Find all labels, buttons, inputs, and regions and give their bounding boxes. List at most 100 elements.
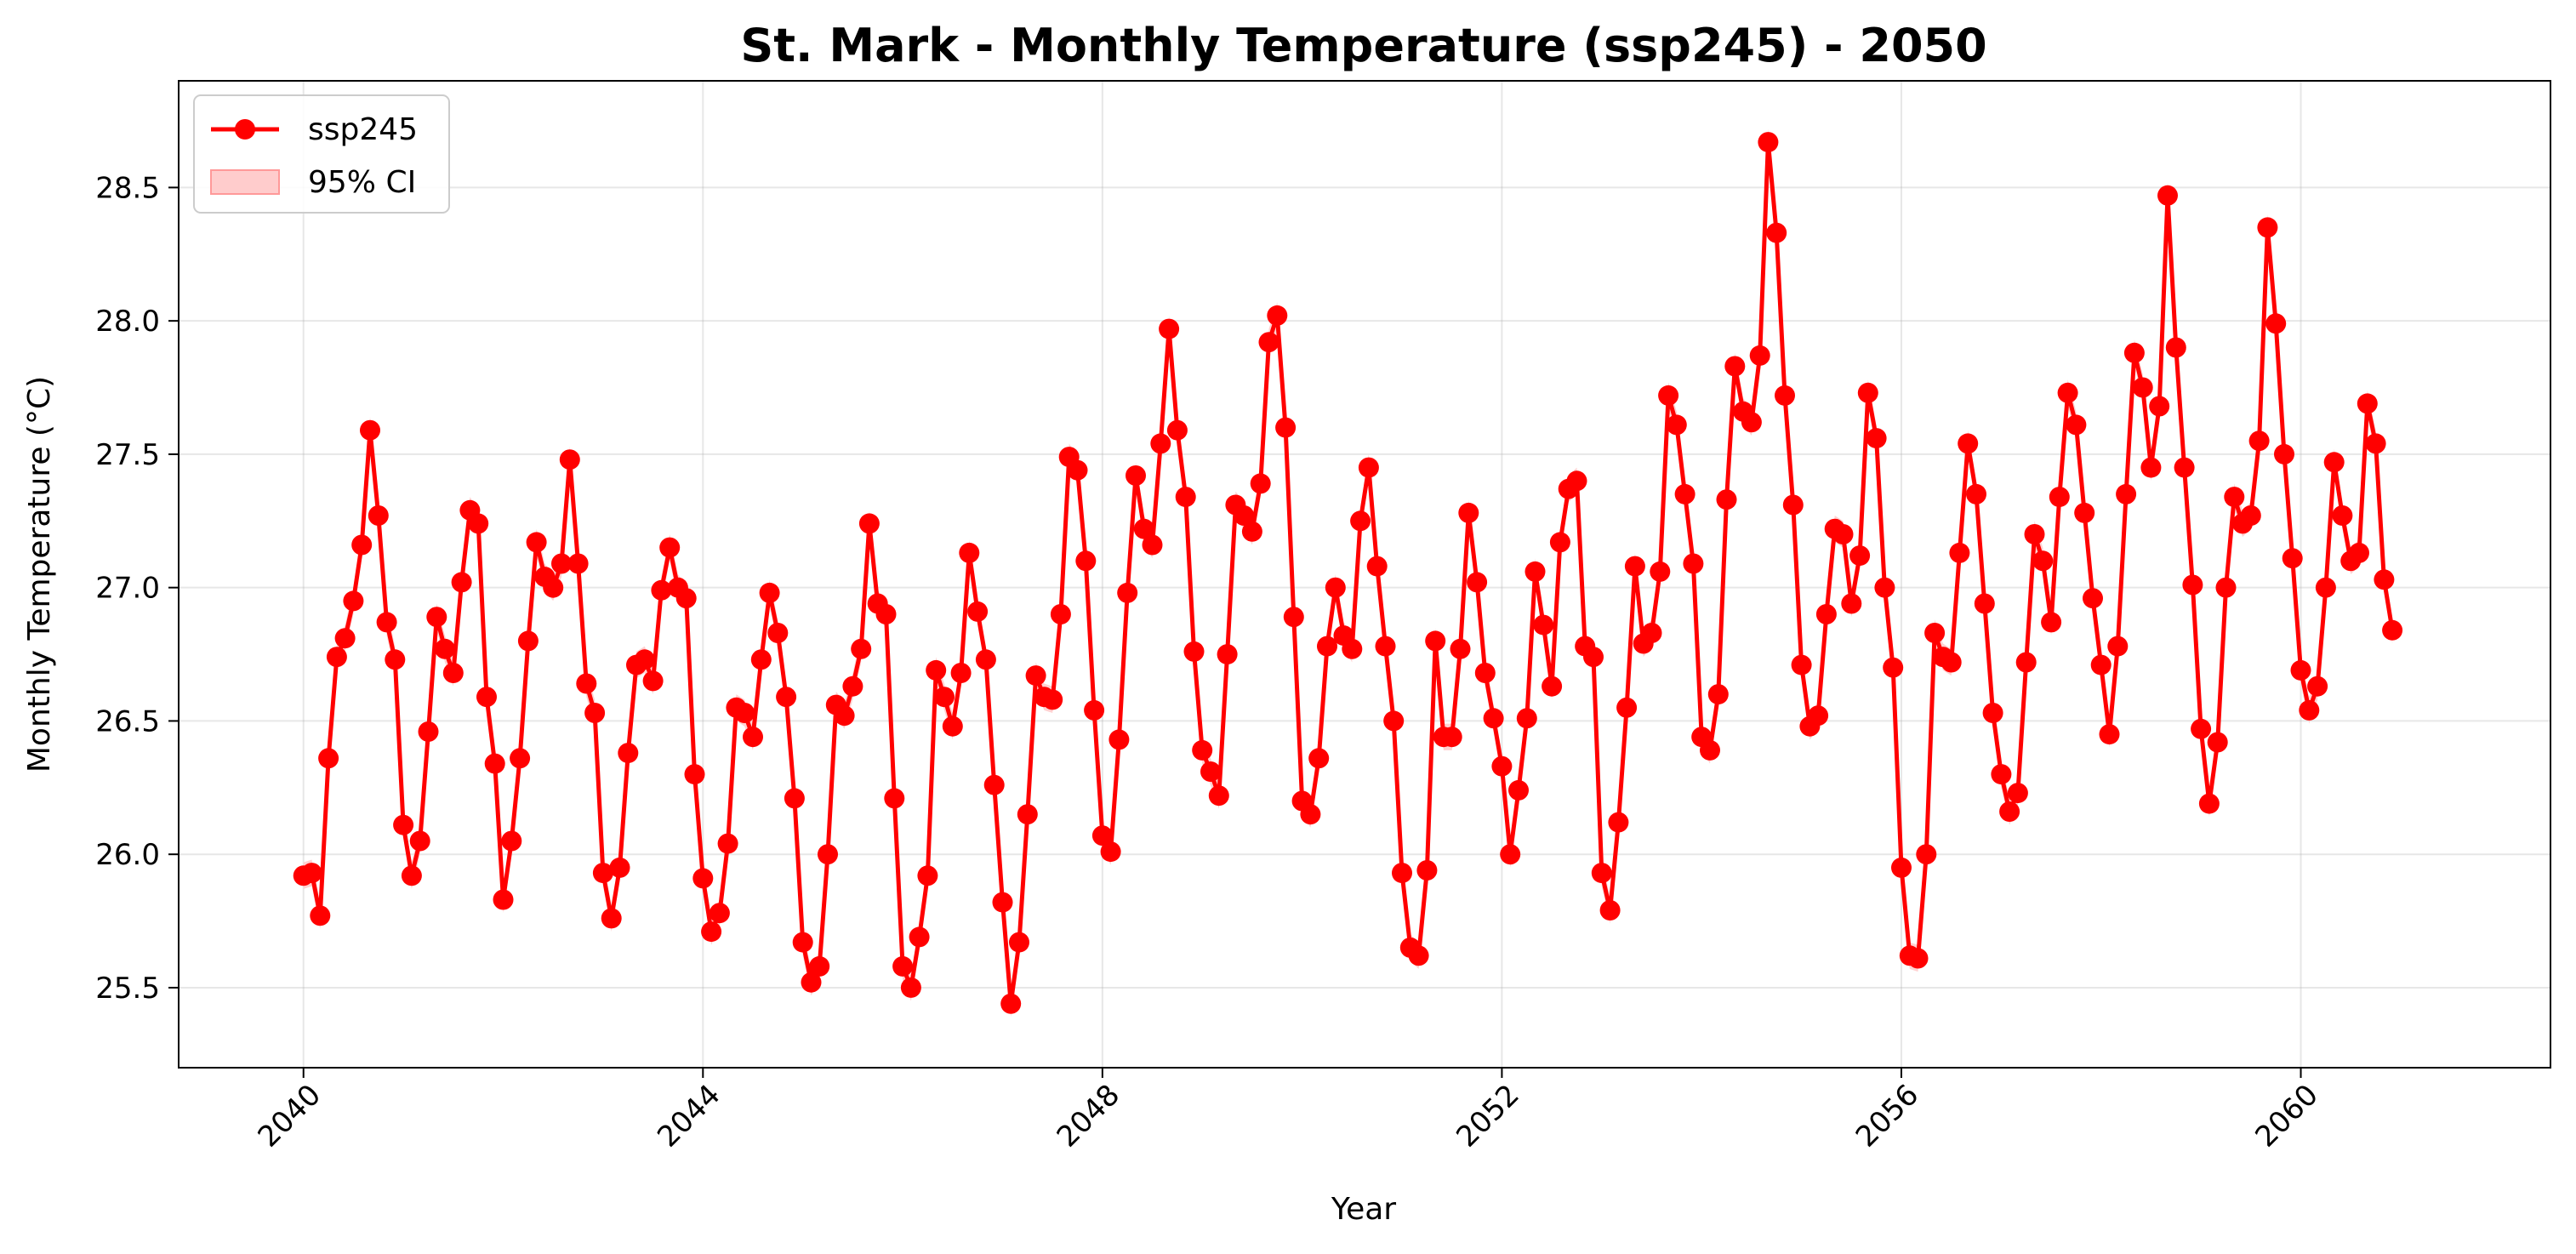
data-point bbox=[1441, 727, 1462, 748]
data-point bbox=[1358, 457, 1379, 478]
data-point bbox=[1250, 473, 1271, 494]
data-point bbox=[1408, 945, 1429, 966]
data-point bbox=[1474, 663, 1496, 683]
data-point bbox=[1392, 863, 1412, 884]
data-point bbox=[2074, 502, 2095, 523]
data-point bbox=[983, 774, 1005, 795]
data-point bbox=[2215, 577, 2237, 598]
data-point bbox=[1700, 739, 1720, 761]
series-layer bbox=[293, 132, 2403, 1014]
data-point bbox=[1683, 553, 1704, 574]
data-point bbox=[934, 687, 955, 708]
data-point bbox=[1641, 623, 1662, 643]
data-point bbox=[834, 705, 855, 727]
data-point bbox=[1108, 729, 1130, 750]
data-point bbox=[1192, 739, 1213, 761]
x-axis-label: Year bbox=[1331, 1192, 1396, 1227]
data-point bbox=[2198, 793, 2220, 814]
data-point bbox=[959, 542, 980, 563]
data-point bbox=[642, 670, 664, 692]
data-point bbox=[2107, 636, 2129, 657]
data-point bbox=[1525, 561, 1546, 582]
data-point bbox=[1091, 825, 1113, 846]
data-point bbox=[1300, 804, 1321, 825]
data-point bbox=[2224, 487, 2245, 508]
data-point bbox=[1325, 577, 1346, 598]
data-point bbox=[950, 663, 972, 683]
data-point bbox=[409, 830, 430, 852]
y-tick-label: 25.5 bbox=[95, 972, 160, 1006]
data-point bbox=[875, 604, 897, 624]
data-point bbox=[1832, 524, 1854, 544]
data-point bbox=[1175, 487, 1196, 508]
data-point bbox=[634, 649, 655, 670]
data-point bbox=[1566, 470, 1587, 492]
data-point bbox=[1766, 222, 1787, 243]
data-point bbox=[675, 588, 697, 609]
data-point bbox=[2257, 217, 2278, 238]
data-point bbox=[2191, 718, 2212, 739]
data-point bbox=[851, 638, 872, 659]
data-point bbox=[1126, 465, 1146, 486]
data-point bbox=[1425, 630, 1446, 652]
data-point bbox=[484, 753, 505, 774]
legend-series-label: ssp245 bbox=[308, 112, 418, 147]
data-point bbox=[1217, 644, 1238, 665]
data-point bbox=[884, 788, 905, 809]
data-point bbox=[601, 908, 622, 929]
data-point bbox=[1741, 412, 1762, 433]
data-point bbox=[1208, 785, 1229, 807]
data-point bbox=[767, 623, 789, 643]
data-point bbox=[343, 590, 364, 612]
data-point bbox=[2123, 342, 2145, 363]
data-point bbox=[1491, 755, 1513, 777]
data-point bbox=[659, 537, 681, 558]
data-point bbox=[1658, 385, 1679, 406]
data-point bbox=[992, 892, 1013, 913]
data-point bbox=[1991, 764, 2012, 785]
data-point bbox=[326, 647, 347, 668]
data-point bbox=[1724, 356, 1746, 377]
data-point bbox=[1866, 428, 1887, 449]
data-point bbox=[2282, 548, 2303, 569]
data-point bbox=[1857, 382, 1878, 403]
data-point bbox=[1533, 614, 1554, 636]
data-point bbox=[1549, 532, 1570, 553]
data-point bbox=[2015, 652, 2037, 673]
data-point bbox=[1067, 459, 1088, 481]
data-point bbox=[1608, 812, 1629, 833]
data-point bbox=[1159, 318, 1180, 339]
data-point bbox=[310, 905, 331, 926]
data-point bbox=[942, 715, 963, 737]
data-point bbox=[2332, 505, 2353, 526]
data-point bbox=[1650, 561, 1671, 582]
data-point bbox=[468, 513, 489, 534]
data-point bbox=[2066, 414, 2087, 436]
data-point bbox=[551, 553, 572, 574]
data-point bbox=[1467, 572, 1488, 593]
data-point bbox=[517, 630, 539, 652]
data-point bbox=[1142, 534, 1163, 556]
data-point bbox=[451, 572, 472, 593]
data-point bbox=[426, 607, 447, 628]
legend-series-marker bbox=[235, 119, 255, 140]
data-point bbox=[2265, 313, 2287, 334]
data-point bbox=[1591, 863, 1612, 884]
data-point bbox=[1000, 993, 1022, 1014]
data-point bbox=[2290, 659, 2311, 681]
data-point bbox=[1009, 932, 1029, 953]
data-point bbox=[2248, 430, 2270, 452]
data-point bbox=[709, 903, 730, 924]
data-point bbox=[2099, 724, 2120, 745]
data-point bbox=[743, 727, 763, 748]
y-tick-label: 28.0 bbox=[95, 305, 160, 339]
data-point bbox=[734, 703, 755, 723]
data-point bbox=[1183, 641, 1205, 662]
data-point bbox=[2041, 612, 2062, 633]
data-point bbox=[1716, 489, 1737, 510]
data-point bbox=[1999, 801, 2020, 822]
data-point bbox=[1308, 748, 1330, 769]
data-point bbox=[2007, 783, 2028, 804]
data-point bbox=[1450, 638, 1471, 659]
